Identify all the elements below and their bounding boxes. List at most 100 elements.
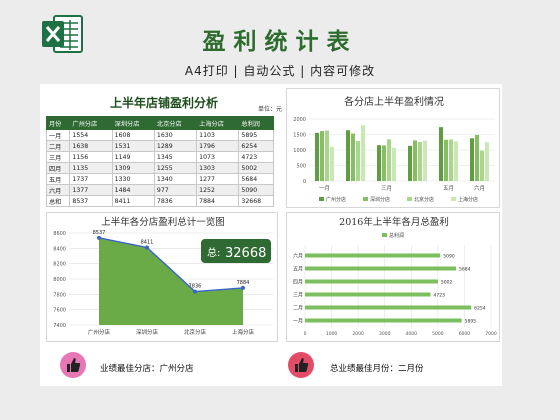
bar xyxy=(439,127,443,181)
x-tick-label: 6000 xyxy=(459,331,471,337)
bar xyxy=(305,318,462,323)
data-point xyxy=(193,289,197,294)
bar xyxy=(315,132,319,181)
table-cell[interactable]: 1608 xyxy=(111,129,155,141)
table-cell[interactable]: 977 xyxy=(153,184,198,196)
table-cell[interactable]: 1737 xyxy=(69,173,113,185)
table-cell[interactable]: 1255 xyxy=(153,162,198,174)
table-cell[interactable]: 1630 xyxy=(153,129,198,141)
branch-total-chart[interactable]: 上半年各分店盈利总计一览图 7400 7600 7800 8000 8200 8400 860… xyxy=(46,212,278,342)
table-cell[interactable]: 7836 xyxy=(153,195,198,207)
bar xyxy=(387,139,391,181)
table-cell[interactable]: 1156 xyxy=(69,151,113,163)
table-cell[interactable]: 1330 xyxy=(111,173,155,185)
table-cell[interactable]: 总和 xyxy=(45,195,71,207)
month-total-chart[interactable]: 2016年上半年各月总盈利 总利润 0 1000 2000 3000 4000 5000 600… xyxy=(286,212,500,342)
total-label: 总: xyxy=(207,246,220,259)
table-cell[interactable]: 1377 xyxy=(69,184,113,196)
table-cell[interactable]: 1796 xyxy=(196,140,240,152)
table-cell[interactable]: 六月 xyxy=(45,184,71,196)
table-cell[interactable]: 一月 xyxy=(45,129,71,141)
y-tick-label: 1500 xyxy=(293,133,306,139)
x-tick-label: 4000 xyxy=(406,331,418,337)
legend-label: 广州分店 xyxy=(326,196,346,203)
table-cell[interactable]: 7884 xyxy=(196,195,240,207)
bar xyxy=(454,141,458,181)
table-cell[interactable]: 1149 xyxy=(111,151,155,163)
page-title: 盈利统计表 xyxy=(202,29,358,55)
table-cell[interactable]: 5684 xyxy=(238,173,274,185)
table-cell[interactable]: 1303 xyxy=(196,162,240,174)
legend-swatch xyxy=(319,197,324,201)
table-row: 二月 1638 1531 1289 1796 6254 xyxy=(45,140,274,152)
y-tick-label: 0 xyxy=(303,179,306,185)
table-cell[interactable]: 4723 xyxy=(238,151,274,163)
x-tick-label: 2000 xyxy=(352,331,364,337)
best-month-text: 总业绩最佳月份：二月份 xyxy=(330,364,424,374)
total-box xyxy=(201,239,271,263)
table-cell[interactable]: 6254 xyxy=(238,140,274,152)
table-cell[interactable]: 5090 xyxy=(238,184,274,196)
table-cell[interactable]: 1554 xyxy=(69,129,113,141)
legend-swatch xyxy=(407,197,412,201)
col-header: 深圳分店 xyxy=(111,116,155,130)
table-row: 一月 1554 1608 1630 1103 5895 xyxy=(45,129,274,141)
x-tick-label: 五月 xyxy=(443,185,454,192)
table-cell[interactable]: 1277 xyxy=(196,173,240,185)
bar xyxy=(325,130,329,181)
table-cell[interactable]: 1638 xyxy=(69,140,113,152)
chart-title: 各分店上半年盈利情况 xyxy=(344,95,444,108)
table-cell[interactable]: 1073 xyxy=(196,151,240,163)
y-tick-label: 三月 xyxy=(293,293,303,299)
table-row: 五月 1737 1330 1340 1277 5684 xyxy=(45,173,274,185)
table-title: 上半年店铺盈利分析 xyxy=(109,96,218,110)
legend-label: 深圳分店 xyxy=(370,196,390,203)
bar xyxy=(351,133,355,181)
table-cell[interactable]: 1103 xyxy=(196,129,240,141)
bar xyxy=(423,140,427,181)
col-header: 总利润 xyxy=(238,116,274,130)
bar xyxy=(361,125,365,181)
table-cell[interactable]: 8411 xyxy=(111,195,155,207)
x-tick-label: 1000 xyxy=(326,331,338,337)
bar xyxy=(413,140,417,181)
table-cell[interactable]: 32668 xyxy=(238,195,274,207)
data-label: 5002 xyxy=(441,280,453,286)
x-tick-label: 一月 xyxy=(319,185,330,192)
data-label: 5895 xyxy=(465,319,477,325)
table-cell[interactable]: 1289 xyxy=(153,140,198,152)
y-tick-label: 五月 xyxy=(293,267,303,273)
y-tick-label: 8600 xyxy=(53,231,66,237)
table-cell[interactable]: 8537 xyxy=(69,195,113,207)
x-tick-label: 深圳分店 xyxy=(136,328,159,336)
table-cell[interactable]: 1531 xyxy=(111,140,155,152)
monthly-branch-chart[interactable]: 各分店上半年盈利情况 0 500 1000 1500 2000 一月 三月 五月 六月 广州分店 深圳… xyxy=(286,88,500,208)
legend-swatch xyxy=(382,233,387,237)
y-tick-label: 8400 xyxy=(53,246,66,252)
bar xyxy=(305,253,441,258)
col-header: 广州分店 xyxy=(69,116,113,130)
bar xyxy=(485,142,489,181)
legend-label: 总利润 xyxy=(389,232,404,239)
profit-table: 月份 广州分店 深圳分店 北京分店 上海分店 总利润 一月 1554 1608 163… xyxy=(45,116,274,207)
bar xyxy=(305,305,472,310)
table-cell[interactable]: 1252 xyxy=(196,184,240,196)
table-cell[interactable]: 1484 xyxy=(111,184,155,196)
table-cell[interactable]: 二月 xyxy=(45,140,71,152)
table-cell[interactable]: 5895 xyxy=(238,129,274,141)
bar xyxy=(408,145,412,181)
y-tick-label: 500 xyxy=(296,164,306,170)
data-label: 5684 xyxy=(459,267,471,273)
table-cell[interactable]: 1340 xyxy=(153,173,198,185)
col-header: 月份 xyxy=(45,116,71,130)
x-tick-label: 0 xyxy=(304,331,307,337)
table-cell[interactable]: 1309 xyxy=(111,162,155,174)
y-tick-label: 二月 xyxy=(293,306,303,312)
table-cell[interactable]: 三月 xyxy=(45,151,71,163)
table-cell[interactable]: 1135 xyxy=(69,162,113,174)
table-cell[interactable]: 5002 xyxy=(238,162,274,174)
table-row: 四月 1135 1309 1255 1303 5002 xyxy=(45,162,274,174)
table-cell[interactable]: 五月 xyxy=(45,173,71,185)
table-cell[interactable]: 四月 xyxy=(45,162,71,174)
table-cell[interactable]: 1345 xyxy=(153,151,198,163)
